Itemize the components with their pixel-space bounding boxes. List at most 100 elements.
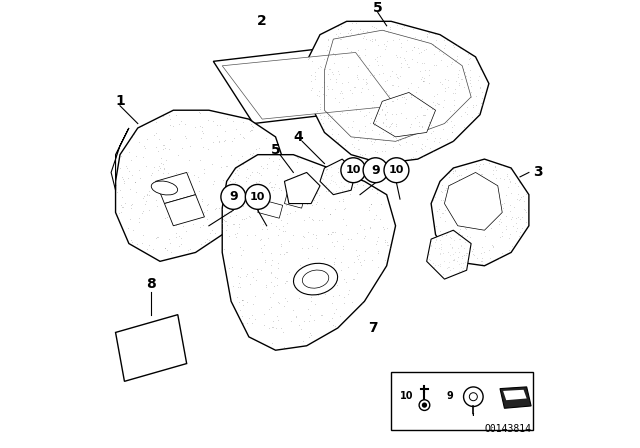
- Point: [343, 180, 353, 187]
- Point: [451, 52, 461, 59]
- Point: [435, 263, 445, 270]
- Point: [260, 284, 271, 291]
- Point: [266, 183, 276, 190]
- Point: [310, 68, 320, 75]
- Point: [227, 137, 237, 144]
- Point: [456, 264, 466, 271]
- Point: [164, 198, 175, 206]
- Point: [252, 266, 262, 273]
- Point: [291, 171, 301, 178]
- Point: [307, 84, 317, 91]
- Point: [405, 91, 415, 99]
- Point: [365, 224, 375, 231]
- Point: [271, 312, 282, 319]
- Point: [168, 219, 178, 226]
- Point: [372, 53, 382, 60]
- Point: [330, 322, 340, 329]
- Point: [381, 115, 391, 122]
- Point: [355, 134, 365, 142]
- Point: [326, 281, 337, 289]
- Point: [414, 127, 424, 134]
- Point: [325, 187, 335, 194]
- Point: [326, 69, 337, 76]
- Point: [291, 271, 301, 279]
- Point: [303, 55, 314, 62]
- Text: 9: 9: [229, 190, 237, 203]
- Point: [506, 190, 516, 197]
- Point: [176, 118, 186, 125]
- Polygon shape: [320, 159, 356, 195]
- Point: [156, 159, 166, 167]
- Point: [447, 129, 457, 136]
- Point: [452, 74, 463, 81]
- Point: [273, 298, 283, 306]
- Point: [506, 215, 516, 222]
- Circle shape: [463, 387, 483, 406]
- Point: [457, 75, 467, 82]
- Point: [298, 337, 308, 345]
- Point: [377, 268, 387, 275]
- Point: [306, 293, 316, 300]
- Point: [238, 134, 248, 141]
- Point: [304, 54, 314, 61]
- Point: [346, 299, 356, 306]
- Point: [229, 220, 239, 228]
- Point: [371, 24, 381, 31]
- Point: [388, 97, 398, 104]
- Point: [381, 88, 392, 95]
- Point: [356, 261, 366, 268]
- Point: [462, 261, 472, 268]
- Point: [405, 80, 415, 87]
- Point: [408, 26, 419, 33]
- Point: [268, 324, 278, 331]
- Point: [214, 138, 224, 145]
- Point: [448, 42, 458, 49]
- Point: [454, 236, 465, 243]
- Point: [273, 184, 284, 191]
- Point: [270, 181, 280, 188]
- Point: [412, 112, 422, 120]
- Point: [499, 199, 509, 207]
- Point: [495, 175, 505, 182]
- Point: [475, 161, 485, 168]
- Point: [195, 240, 205, 247]
- Point: [430, 43, 440, 50]
- Point: [219, 211, 229, 218]
- Point: [237, 296, 247, 303]
- Point: [316, 62, 326, 69]
- Point: [196, 127, 207, 134]
- Point: [437, 250, 447, 257]
- Point: [266, 269, 276, 276]
- Point: [385, 122, 396, 129]
- Point: [272, 274, 282, 281]
- Point: [335, 111, 345, 118]
- Point: [307, 86, 317, 93]
- Point: [488, 193, 498, 200]
- Point: [139, 193, 149, 200]
- Point: [273, 225, 284, 233]
- Point: [459, 251, 469, 258]
- Point: [272, 281, 282, 289]
- Point: [226, 151, 236, 158]
- Point: [464, 203, 474, 210]
- Point: [221, 187, 232, 194]
- Point: [436, 240, 446, 247]
- Point: [328, 177, 339, 185]
- Point: [474, 109, 484, 116]
- Point: [307, 57, 317, 65]
- Point: [474, 163, 484, 170]
- Point: [332, 238, 342, 245]
- Point: [354, 251, 364, 258]
- Point: [346, 235, 356, 242]
- Point: [410, 99, 420, 106]
- Point: [173, 242, 184, 250]
- Point: [205, 229, 216, 237]
- Point: [467, 247, 477, 254]
- Point: [235, 306, 245, 313]
- Point: [307, 242, 317, 250]
- Point: [465, 73, 476, 81]
- Point: [440, 84, 451, 91]
- Point: [370, 115, 380, 122]
- Point: [378, 224, 388, 231]
- Point: [235, 130, 245, 138]
